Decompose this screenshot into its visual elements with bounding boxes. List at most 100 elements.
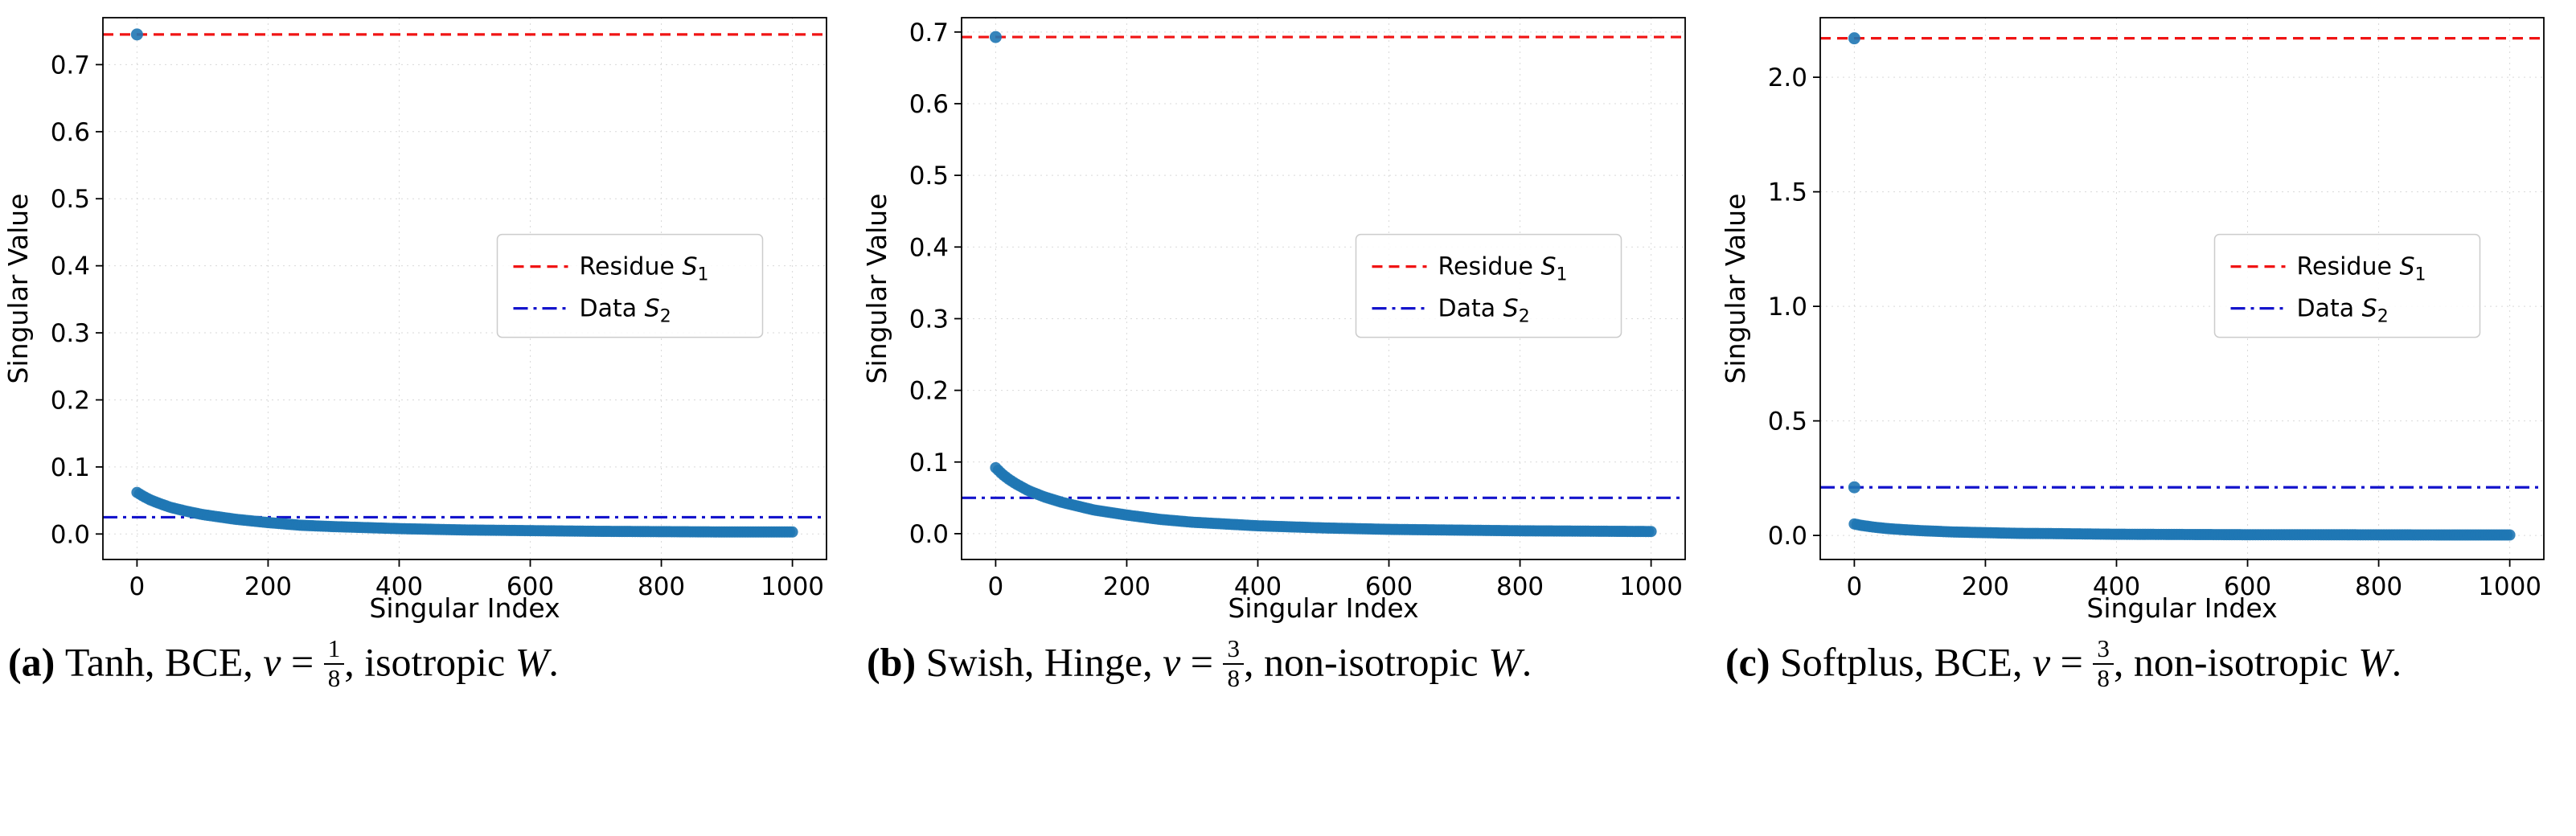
x-tick-label: 0: [1847, 572, 1863, 601]
y-tick-label: 0.0: [1768, 522, 1807, 551]
caption-text: , non-isotropic: [2113, 639, 2358, 685]
y-tick-label: 0.7: [909, 18, 949, 47]
nu-symbol: ν: [263, 639, 281, 685]
plot-area: 0 200 400 600 800 1000 0.0 0.1 0.2 0.3 0.4 0.5 0.6 0.…: [2, 17, 827, 624]
spike-point: [1848, 481, 1860, 494]
y-tick-label: 0.4: [51, 252, 90, 281]
nu-symbol: ν: [1163, 639, 1181, 685]
panel-c: 0 200 400 600 800 1000 0.0 0.5 1.0 1.5 2.0 Singular…: [1717, 0, 2576, 692]
legend: Residue S1 Data S2: [1355, 233, 1622, 338]
x-tick-label: 400: [1234, 572, 1282, 601]
equals-sign: =: [281, 639, 324, 685]
y-axis-label: Singular Value: [1720, 194, 1751, 384]
caption-text: Tanh, BCE,: [64, 639, 264, 685]
caption-text: Softplus, BCE,: [1780, 639, 2032, 685]
caption-text: , non-isotropic: [1243, 639, 1489, 685]
fraction-numerator: 1: [323, 634, 345, 665]
ticks: 0 200 400 600 800 1000 0.0 0.1 0.2 0.3 0.4 0.5 0.6 0.…: [51, 51, 824, 601]
caption-tag: (b): [867, 639, 926, 685]
spike-point: [1848, 32, 1860, 45]
plot-area: 0 200 400 600 800 1000 0.0 0.1 0.2 0.3 0.4 0.5 0.6 0.…: [861, 17, 1686, 624]
legend-entry-data-label: Data S2: [2297, 295, 2389, 327]
chart-b: 0 200 400 600 800 1000 0.0 0.1 0.2 0.3 0.4 0.5 0.6 0.…: [861, 17, 1686, 624]
x-tick-label: 0: [988, 572, 1004, 601]
fraction-denominator: 8: [2097, 663, 2110, 692]
equals-sign: =: [2050, 639, 2094, 685]
x-tick-label: 600: [2224, 572, 2271, 601]
singular-value-scatter: [130, 28, 798, 538]
x-tick-label: 200: [1962, 572, 2009, 601]
fraction-denominator: 8: [327, 663, 341, 692]
legend-entry-data-label: Data S2: [580, 295, 671, 327]
y-tick-label: 0.2: [51, 386, 90, 415]
x-tick-label: 800: [2355, 572, 2402, 601]
panel-b: 0 200 400 600 800 1000 0.0 0.1 0.2 0.3 0.4 0.5 0.6 0.…: [859, 0, 1717, 692]
spike-point: [130, 28, 143, 41]
caption-text: , isotropic: [344, 639, 515, 685]
chart-a: 0 200 400 600 800 1000 0.0 0.1 0.2 0.3 0.4 0.5 0.6 0.…: [2, 17, 827, 624]
y-tick-label: 0.1: [909, 449, 949, 477]
legend: Residue S1 Data S2: [496, 233, 764, 338]
x-tick-label: 800: [1496, 572, 1544, 601]
y-tick-label: 1.5: [1768, 178, 1807, 207]
x-tick-label: 400: [2093, 572, 2140, 601]
y-tick-label: 0.6: [51, 118, 90, 147]
singular-value-scatter: [1848, 32, 2516, 541]
x-tick-label: 1000: [2478, 572, 2541, 601]
y-tick-label: 0.0: [51, 520, 90, 549]
caption-tag: (c): [1725, 639, 1780, 685]
axes-spines: [102, 17, 827, 560]
axes-spines: [1819, 17, 2545, 560]
legend-box: [1355, 233, 1622, 338]
y-tick-label: 0.3: [51, 319, 90, 348]
w-symbol: W: [1488, 639, 1522, 685]
y-tick-label: 2.0: [1768, 64, 1807, 92]
y-axis-label: Singular Value: [2, 194, 34, 384]
y-tick-label: 0.5: [51, 185, 90, 214]
caption-text: Swish, Hinge,: [925, 639, 1163, 685]
equals-sign: =: [1180, 639, 1224, 685]
caption-period: .: [2391, 639, 2402, 685]
fraction-denominator: 8: [1227, 663, 1240, 692]
y-tick-label: 0.4: [909, 233, 949, 262]
x-tick-label: 200: [1103, 572, 1151, 601]
x-tick-label: 200: [244, 572, 292, 601]
singular-value-scatter: [989, 31, 1657, 538]
nu-symbol: ν: [2032, 639, 2051, 685]
x-tick-label: 1000: [1619, 572, 1683, 601]
x-tick-label: 400: [375, 572, 423, 601]
caption-tag: (a): [8, 639, 65, 685]
legend-box: [496, 233, 764, 338]
y-tick-label: 0.5: [909, 162, 949, 191]
legend-box: [2213, 233, 2481, 338]
w-symbol: W: [515, 639, 549, 685]
legend: Residue S1 Data S2: [2213, 233, 2481, 338]
legend-entry-residue-label: Residue S1: [580, 253, 709, 285]
w-symbol: W: [2358, 639, 2392, 685]
y-tick-label: 0.3: [909, 305, 949, 334]
x-axis-label: Singular Index: [2086, 592, 2277, 624]
axes-spines: [961, 17, 1686, 560]
legend-entry-residue-label: Residue S1: [2297, 253, 2426, 285]
caption-period: .: [548, 639, 559, 685]
fraction-numerator: 3: [2093, 634, 2114, 665]
legend-entry-data-label: Data S2: [1438, 295, 1530, 327]
x-tick-label: 600: [1365, 572, 1413, 601]
legend-entry-residue-label: Residue S1: [1438, 253, 1568, 285]
caption-period: .: [1521, 639, 1532, 685]
y-tick-label: 0.0: [909, 520, 949, 549]
fraction-numerator: 3: [1223, 634, 1244, 665]
y-tick-label: 0.5: [1768, 408, 1807, 436]
y-tick-label: 0.7: [51, 51, 90, 80]
x-tick-label: 1000: [761, 572, 824, 601]
x-tick-label: 600: [507, 572, 554, 601]
y-tick-label: 0.2: [909, 377, 949, 406]
plot-area: 0 200 400 600 800 1000 0.0 0.5 1.0 1.5 2.0 Singular…: [1720, 17, 2545, 624]
y-tick-label: 0.6: [909, 90, 949, 119]
